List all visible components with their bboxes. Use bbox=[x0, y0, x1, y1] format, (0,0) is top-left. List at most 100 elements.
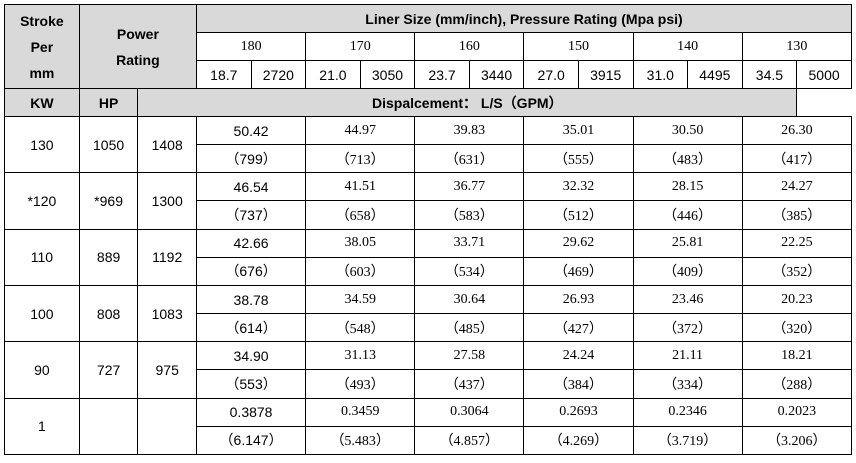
displacement-gpm-cell: （631） bbox=[414, 144, 525, 174]
displacement-ls-cell: 29.62 bbox=[523, 228, 634, 258]
displacement-gpm-cell: （713） bbox=[305, 144, 416, 174]
kw-cell: 727 bbox=[78, 341, 139, 399]
displacement-gpm-cell: （352） bbox=[741, 256, 853, 286]
displacement-ls-cell: 50.42 bbox=[195, 115, 307, 146]
displacement-ls-cell: 23.46 bbox=[632, 284, 743, 315]
pressure-mpa-cell: 18.7 bbox=[196, 60, 252, 89]
displacement-gpm-cell: （446） bbox=[632, 200, 743, 230]
kw-cell: 889 bbox=[78, 228, 139, 286]
displacement-ls-cell: 20.23 bbox=[741, 284, 853, 315]
displacement-gpm-cell: （799） bbox=[195, 144, 307, 174]
power-rating-header: Power Rating bbox=[78, 4, 198, 89]
displacement-gpm-cell: （384） bbox=[523, 369, 634, 399]
hp-cell: 1300 bbox=[137, 172, 197, 230]
displacement-gpm-cell: （427） bbox=[523, 313, 634, 343]
displacement-gpm-cell: （320） bbox=[741, 313, 853, 343]
displacement-ls-cell: 35.01 bbox=[523, 115, 634, 146]
liner-size-cell: 180 bbox=[195, 32, 307, 61]
displacement-gpm-cell: （385） bbox=[741, 200, 853, 230]
pressure-mpa-cell: 23.7 bbox=[414, 60, 470, 89]
displacement-gpm-cell: （3.206） bbox=[741, 425, 853, 456]
displacement-ls-cell: 36.77 bbox=[414, 172, 525, 202]
displacement-ls-cell: 30.50 bbox=[632, 115, 743, 146]
stroke-cell: 130 bbox=[4, 115, 80, 174]
displacement-ls-cell: 0.3064 bbox=[414, 397, 525, 427]
table-row: 130 1050 1408 50.42 44.97 39.83 35.01 30.50 26.3… bbox=[4, 115, 853, 174]
hp-cell: 1083 bbox=[137, 284, 197, 343]
displacement-gpm-cell: （5.483） bbox=[305, 425, 416, 456]
stroke-cell: 90 bbox=[4, 341, 80, 399]
table-row: 100 808 1083 38.78 34.59 30.64 26.93 23.46 20.23 bbox=[4, 284, 853, 343]
hp-cell bbox=[137, 397, 197, 456]
stroke-header-line: Per bbox=[30, 38, 54, 55]
displacement-ls-cell: 39.83 bbox=[414, 115, 525, 146]
displacement-gpm-cell: （737） bbox=[195, 200, 307, 230]
displacement-ls-cell: 0.2693 bbox=[523, 397, 634, 427]
hp-cell: 1192 bbox=[137, 228, 197, 286]
hp-header: HP bbox=[78, 88, 139, 117]
pressure-mpa-cell: 27.0 bbox=[523, 60, 579, 89]
displacement-ls-cell: 44.97 bbox=[305, 115, 416, 146]
displacement-ls-cell: 28.15 bbox=[632, 172, 743, 202]
stroke-cell: 100 bbox=[4, 284, 80, 343]
table-row: （737） （658） （583） （512） （446） （385） bbox=[5, 200, 853, 230]
pressure-psi-cell: 3915 bbox=[577, 60, 634, 89]
kw-header: KW bbox=[4, 88, 80, 117]
liner-size-row: 180 170 160 150 140 130 bbox=[5, 32, 853, 61]
displacement-gpm-cell: （288） bbox=[741, 369, 853, 399]
liner-size-cell: 160 bbox=[414, 32, 525, 61]
displacement-gpm-cell: （485） bbox=[414, 313, 525, 343]
displacement-ls-cell: 0.2023 bbox=[741, 397, 853, 427]
table-row: （799） （713） （631） （555） （483） （417） bbox=[5, 144, 853, 174]
pressure-mpa-cell: 34.5 bbox=[741, 60, 798, 89]
stroke-header-line: Stroke bbox=[20, 12, 64, 29]
displacement-gpm-cell: （372） bbox=[632, 313, 743, 343]
pressure-psi-cell: 3440 bbox=[468, 60, 525, 89]
displacement-ls-cell: 42.66 bbox=[195, 228, 307, 258]
stroke-cell: *120 bbox=[4, 172, 80, 230]
displacement-header: Dispalcement： L/S（GPM） bbox=[137, 88, 798, 117]
displacement-ls-cell: 33.71 bbox=[414, 228, 525, 258]
displacement-gpm-cell: （6.147） bbox=[195, 425, 307, 456]
displacement-ls-cell: 0.3459 bbox=[305, 397, 416, 427]
displacement-gpm-cell: （583） bbox=[414, 200, 525, 230]
displacement-ls-cell: 0.3878 bbox=[195, 397, 307, 427]
displacement-ls-cell: 24.27 bbox=[741, 172, 853, 202]
kw-cell: *969 bbox=[78, 172, 139, 230]
displacement-gpm-cell: （469） bbox=[523, 256, 634, 286]
displacement-ls-cell: 38.78 bbox=[195, 284, 307, 315]
displacement-ls-cell: 46.54 bbox=[195, 172, 307, 202]
liner-size-cell: 170 bbox=[305, 32, 416, 61]
pressure-psi-cell: 5000 bbox=[796, 60, 852, 89]
displacement-ls-cell: 25.81 bbox=[632, 228, 743, 258]
displacement-gpm-cell: （658） bbox=[305, 200, 416, 230]
table-row: （6.147） （5.483） （4.857） （4.269） （3.719） （3.20… bbox=[5, 425, 853, 456]
displacement-gpm-cell: （493） bbox=[305, 369, 416, 399]
pressure-psi-cell: 2720 bbox=[250, 60, 307, 89]
displacement-ls-cell: 26.93 bbox=[523, 284, 634, 315]
table-row: 90 727 975 34.90 31.13 27.58 24.24 21.11 18.21 bbox=[4, 341, 853, 399]
pressure-row: 18.7 2720 21.0 3050 23.7 3440 27.0 3915 31.0 4495… bbox=[5, 60, 852, 89]
power-header-line: Power bbox=[116, 25, 159, 42]
hp-cell: 975 bbox=[137, 341, 197, 399]
displacement-gpm-cell: （483） bbox=[632, 144, 743, 174]
liner-size-cell: 130 bbox=[741, 32, 853, 61]
displacement-gpm-cell: （409） bbox=[632, 256, 743, 286]
displacement-ls-cell: 21.11 bbox=[632, 341, 743, 371]
table-body: 130 1050 1408 50.42 44.97 39.83 35.01 30.50 26.3… bbox=[4, 115, 853, 456]
stroke-cell: 1 bbox=[4, 397, 80, 456]
pump-spec-table: Stroke Per mm Power Rating Liner Size (m… bbox=[4, 4, 853, 456]
displacement-ls-cell: 34.59 bbox=[305, 284, 416, 315]
pressure-psi-cell: 3050 bbox=[359, 60, 416, 89]
table-row: 1 0.3878 0.3459 0.3064 0.2693 0.2346 0.2023 bbox=[4, 397, 853, 456]
displacement-gpm-cell: （548） bbox=[305, 313, 416, 343]
pressure-mpa-cell: 31.0 bbox=[632, 60, 689, 89]
displacement-gpm-cell: （534） bbox=[414, 256, 525, 286]
liner-size-cell: 150 bbox=[523, 32, 634, 61]
displacement-gpm-cell: （334） bbox=[632, 369, 743, 399]
kw-cell: 1050 bbox=[78, 115, 139, 174]
hp-cell: 1408 bbox=[137, 115, 197, 174]
pressure-mpa-cell: 21.0 bbox=[305, 60, 361, 89]
displacement-ls-cell: 32.32 bbox=[523, 172, 634, 202]
